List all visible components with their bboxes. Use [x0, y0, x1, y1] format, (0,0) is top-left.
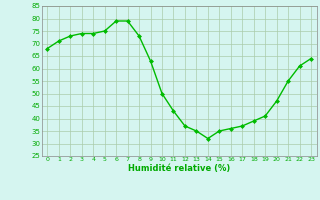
X-axis label: Humidité relative (%): Humidité relative (%): [128, 164, 230, 173]
